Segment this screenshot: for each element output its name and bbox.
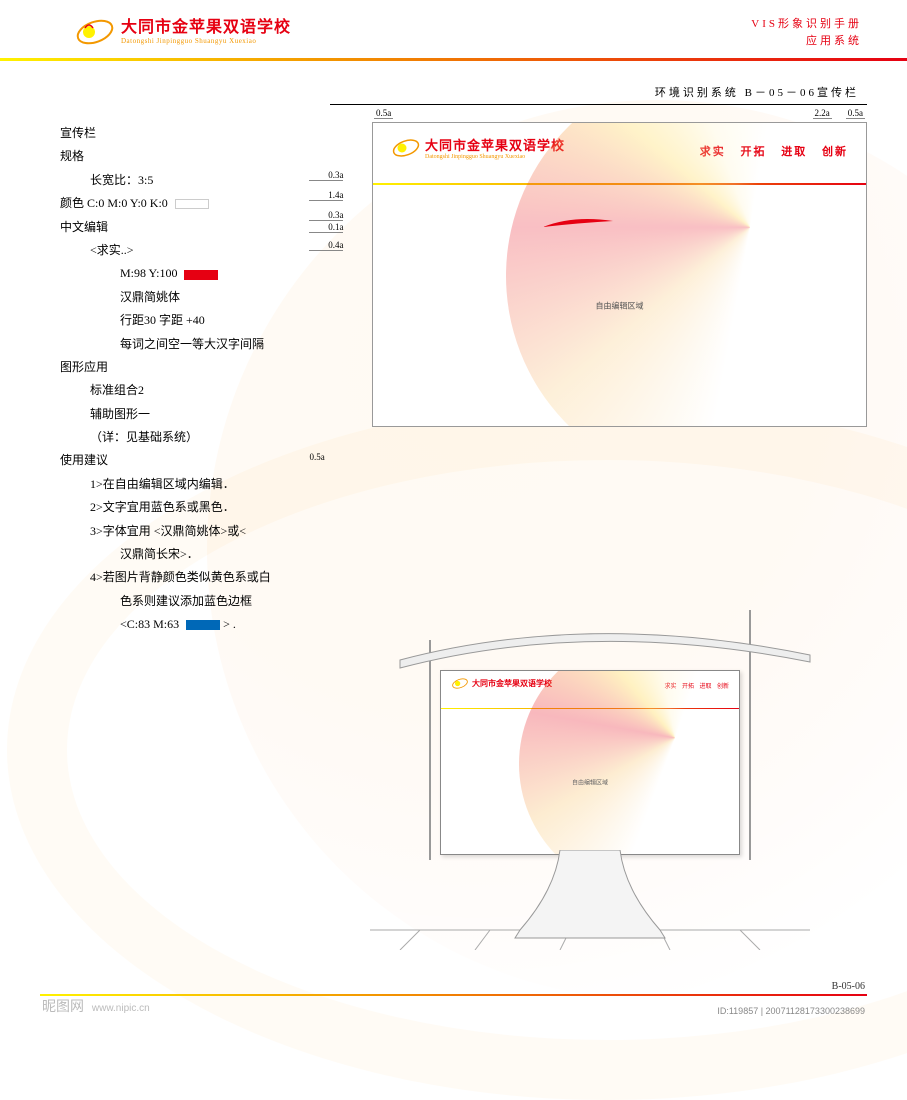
stand-logo-block: 大同市金苹果双语学校 (451, 677, 552, 690)
spec-u4c-post: > . (223, 617, 236, 631)
measure-r1: 0.3a (309, 170, 343, 181)
stand-mockup: 大同市金苹果双语学校 求实 开拓 进取 创新 自由编辑区域 (350, 600, 830, 960)
stand-base (510, 850, 670, 940)
spec-spacing: 行距30 字距 +40 (60, 309, 291, 332)
spec-u4c-row: <C:83 M:63 > . (60, 613, 291, 636)
footer-id: ID:119857 | 20071128173300238699 (717, 1006, 865, 1016)
spec-u2: 2>文字宜用蓝色系或黑色． (60, 496, 291, 519)
measure-r3: 0.3a (309, 210, 343, 221)
stand-swoosh-graphic (519, 670, 740, 855)
footer-page-code: B-05-06 (832, 981, 865, 992)
spec-mycolor: M:98 Y:100 (120, 266, 177, 280)
measure-top: 0.5a (374, 108, 393, 119)
measure-r5: 0.4a (309, 240, 343, 251)
page-footer: B-05-06 昵图网 www.nipic.cn ID:119857 | 200… (0, 984, 907, 1024)
spec-color-row: 颜色 C:0 M:0 Y:0 K:0 (60, 192, 291, 215)
school-name: 大同市金苹果双语学校 (121, 20, 291, 36)
measure-r4: 0.1a (309, 222, 343, 233)
swatch-blue (186, 620, 220, 630)
board-edit-area-label: 自由编辑区域 (596, 300, 644, 311)
bulletin-board-preview: 大同市金苹果双语学校 Datongshi Jinpingguo Shuangyu… (372, 122, 867, 427)
manual-title-line1: VIS形象识别手册 (751, 16, 862, 33)
stand-edit-label: 自由编辑区域 (572, 777, 608, 786)
spec-qiushi: <求实..> (60, 239, 291, 262)
measure-top-right-2: 0.5a (846, 108, 865, 119)
manual-title: VIS形象识别手册 应用系统 (751, 16, 862, 49)
page-header: 大同市金苹果双语学校 Datongshi Jinpingguo Shuangyu… (0, 0, 907, 62)
logo-block: 大同市金苹果双语学校 Datongshi Jinpingguo Shuangyu… (75, 18, 832, 46)
spec-wordgap: 每词之间空一等大汉字间隔 (60, 333, 291, 356)
spec-auxshape: 辅助图形一 (60, 403, 291, 426)
spec-column: 宣传栏 规格 长宽比：3:5 颜色 C:0 M:0 Y:0 K:0 中文编辑 <… (60, 122, 291, 637)
spec-stdcombo: 标准组合2 (60, 379, 291, 402)
spec-u3b: 汉鼎简长宋>． (60, 543, 291, 566)
spec-graphic-heading: 图形应用 (60, 356, 291, 379)
stand-board-body: 自由编辑区域 (441, 709, 739, 854)
main-content: 宣传栏 规格 长宽比：3:5 颜色 C:0 M:0 Y:0 K:0 中文编辑 <… (0, 122, 907, 637)
stand-board: 大同市金苹果双语学校 求实 开拓 进取 创新 自由编辑区域 (440, 670, 740, 855)
measure-top-right-1: 2.2a (813, 108, 832, 119)
spec-color-label: 颜色 C:0 M:0 Y:0 K:0 (60, 196, 168, 210)
spec-size-heading: 规格 (60, 145, 291, 168)
spec-font: 汉鼎简姚体 (60, 286, 291, 309)
header-gradient-rule (0, 58, 907, 61)
board-top-annotations: 0.5a 2.2a 0.5a (372, 108, 867, 119)
spec-ratio: 长宽比：3:5 (60, 169, 291, 192)
spec-usage-heading: 使用建议 (60, 449, 291, 472)
stand-school-name: 大同市金苹果双语学校 (472, 678, 552, 689)
spec-mycolor-row: M:98 Y:100 (60, 262, 291, 285)
section-code-title: 环境识别系统 B－05－06宣传栏 (655, 84, 859, 100)
spec-u1: 1>在自由编辑区域内编辑． (60, 473, 291, 496)
watermark-brand: 昵图网 (42, 1000, 84, 1015)
subheader-rule (330, 104, 867, 105)
footer-watermark: 昵图网 www.nipic.cn (42, 996, 150, 1016)
measure-bottom: 0.5a (309, 452, 324, 462)
stand-logo-icon (451, 677, 469, 690)
watermark-url: www.nipic.cn (92, 1003, 150, 1014)
swatch-red (184, 270, 218, 280)
measurement-rail: 0.3a 1.4a 0.3a 0.1a 0.4a 0.5a (311, 122, 352, 637)
manual-title-line2: 应用系统 (751, 33, 862, 50)
board-red-flare-icon (543, 215, 613, 233)
spec-u3a: 3>字体宜用 <汉鼎简姚体>或< (60, 520, 291, 543)
board-preview-column: 0.5a 2.2a 0.5a 大同市金苹果双语学校 Daton (372, 122, 867, 637)
spec-title: 宣传栏 (60, 122, 291, 145)
logo-mark-icon (75, 18, 115, 46)
measure-r2: 1.4a (309, 190, 343, 201)
spec-seebase: （详：见基础系统） (60, 426, 291, 449)
board-body: 自由编辑区域 (373, 185, 866, 426)
spec-u4a: 4>若图片背静颜色类似黄色系或白 (60, 566, 291, 589)
footer-gradient-rule (40, 994, 867, 996)
school-pinyin: Datongshi Jinpingguo Shuangyu Xuexiao (121, 38, 291, 45)
board-logo-icon (391, 137, 421, 159)
swatch-white (175, 199, 209, 209)
spec-u4c-pre: <C:83 M:63 (120, 617, 179, 631)
spec-cnedit-heading: 中文编辑 (60, 216, 291, 239)
spec-u4b: 色系则建议添加蓝色边框 (60, 590, 291, 613)
